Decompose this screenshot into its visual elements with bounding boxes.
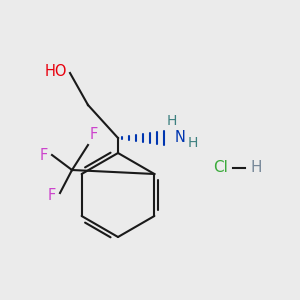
Text: F: F <box>48 188 56 203</box>
Text: H: H <box>251 160 262 175</box>
Text: N: N <box>175 130 185 146</box>
Text: H: H <box>167 114 177 128</box>
Text: F: F <box>90 127 98 142</box>
Text: Cl: Cl <box>213 160 228 175</box>
Text: HO: HO <box>44 64 67 79</box>
Text: F: F <box>40 148 48 163</box>
Text: H: H <box>188 136 198 150</box>
